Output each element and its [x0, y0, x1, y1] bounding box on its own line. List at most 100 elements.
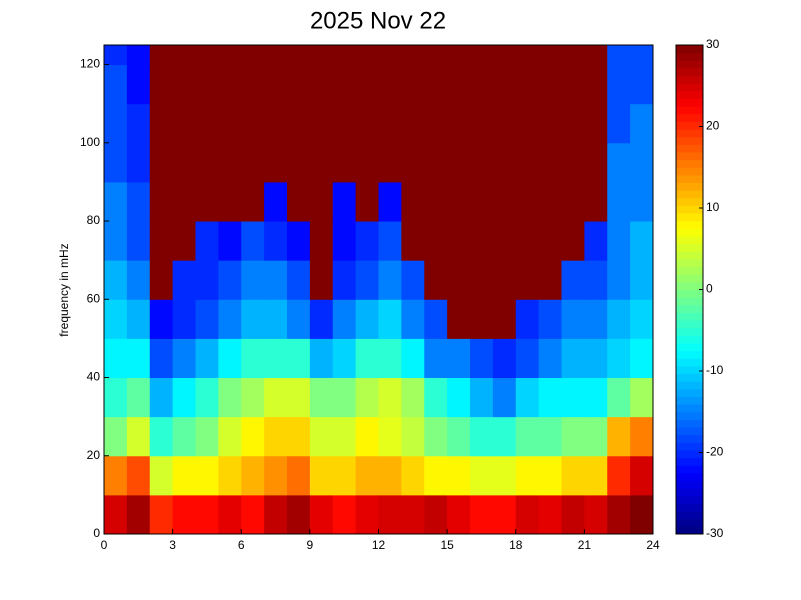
cell: [561, 64, 585, 105]
cell: [264, 103, 288, 144]
cell: [424, 45, 448, 66]
colorbar-swatch: [676, 449, 703, 459]
cell: [561, 221, 585, 261]
cell: [218, 221, 242, 261]
colorbar-swatch: [676, 350, 703, 359]
cell: [378, 181, 402, 222]
cell: [401, 455, 425, 496]
cell: [424, 455, 448, 496]
cell: [287, 45, 311, 66]
cell: [241, 377, 265, 418]
cell: [172, 299, 196, 339]
cell: [607, 416, 631, 457]
cell: [470, 299, 494, 339]
cell: [378, 221, 402, 261]
chart-title: 2025 Nov 22: [310, 7, 446, 34]
cell: [378, 142, 402, 183]
cell: [332, 377, 357, 418]
cell: [195, 181, 219, 222]
cell: [172, 416, 196, 457]
colorbar-swatch: [676, 228, 703, 237]
cell: [630, 45, 654, 66]
colorbar-swatch: [676, 266, 703, 275]
colorbar-swatch: [676, 243, 703, 252]
cell: [561, 494, 585, 535]
y-tick-label: 100: [80, 135, 100, 149]
cell: [104, 299, 128, 339]
colorbar-swatch: [676, 342, 703, 352]
cell: [561, 377, 585, 418]
x-tick-label: 18: [509, 538, 523, 552]
cell: [447, 377, 471, 418]
cell: [470, 338, 494, 379]
cell: [309, 416, 334, 457]
cell: [584, 103, 608, 144]
cell: [195, 494, 219, 535]
cell: [447, 142, 471, 183]
cell: [104, 181, 128, 222]
heatmap: [104, 45, 654, 535]
cell: [607, 494, 631, 535]
cell: [241, 338, 265, 379]
cell: [447, 338, 471, 379]
cell: [287, 181, 311, 222]
cell: [515, 45, 540, 66]
cell: [538, 455, 562, 496]
cell: [630, 299, 654, 339]
cell: [401, 299, 425, 339]
cell: [424, 221, 448, 261]
cell: [470, 416, 494, 457]
colorbar-swatch: [676, 304, 703, 313]
cell: [172, 142, 196, 183]
cell: [332, 299, 357, 339]
cell: [515, 416, 540, 457]
cell: [378, 103, 402, 144]
cell: [630, 416, 654, 457]
cell: [241, 299, 265, 339]
colorbar-swatch: [676, 381, 703, 390]
y-tick-label: 60: [87, 291, 101, 305]
cell: [149, 455, 174, 496]
colorbar-tick-label: -10: [706, 363, 724, 377]
cell: [538, 103, 562, 144]
y-tick-label: 120: [80, 57, 100, 71]
cell: [104, 494, 128, 535]
cell: [355, 103, 379, 144]
cell: [492, 494, 517, 535]
cell: [218, 142, 242, 183]
cell: [630, 103, 654, 144]
colorbar-swatch: [676, 434, 703, 443]
cell: [561, 103, 585, 144]
cell: [470, 64, 494, 105]
colorbar-swatch: [676, 358, 703, 367]
cell: [424, 377, 448, 418]
cell: [447, 299, 471, 339]
cell: [104, 455, 128, 496]
cell: [218, 377, 242, 418]
y-tick-label: 0: [93, 526, 100, 540]
colorbar-swatch: [676, 289, 703, 298]
cell: [355, 416, 379, 457]
cell: [332, 45, 357, 66]
cell: [378, 377, 402, 418]
x-tick-label: 24: [646, 538, 660, 552]
cell: [492, 416, 517, 457]
cell: [515, 494, 540, 535]
cell: [470, 377, 494, 418]
cell: [287, 416, 311, 457]
cell: [218, 181, 242, 222]
cell: [630, 377, 654, 418]
cell: [309, 64, 334, 105]
cell: [401, 45, 425, 66]
cell: [149, 260, 174, 300]
cell: [241, 64, 265, 105]
colorbar-swatch: [676, 52, 703, 61]
colorbar-swatch: [676, 320, 703, 329]
colorbar-swatch: [676, 488, 703, 497]
cell: [149, 142, 174, 183]
cell: [264, 64, 288, 105]
cell: [195, 45, 219, 66]
cell: [355, 299, 379, 339]
cell: [515, 377, 540, 418]
colorbar-swatch: [676, 136, 703, 145]
